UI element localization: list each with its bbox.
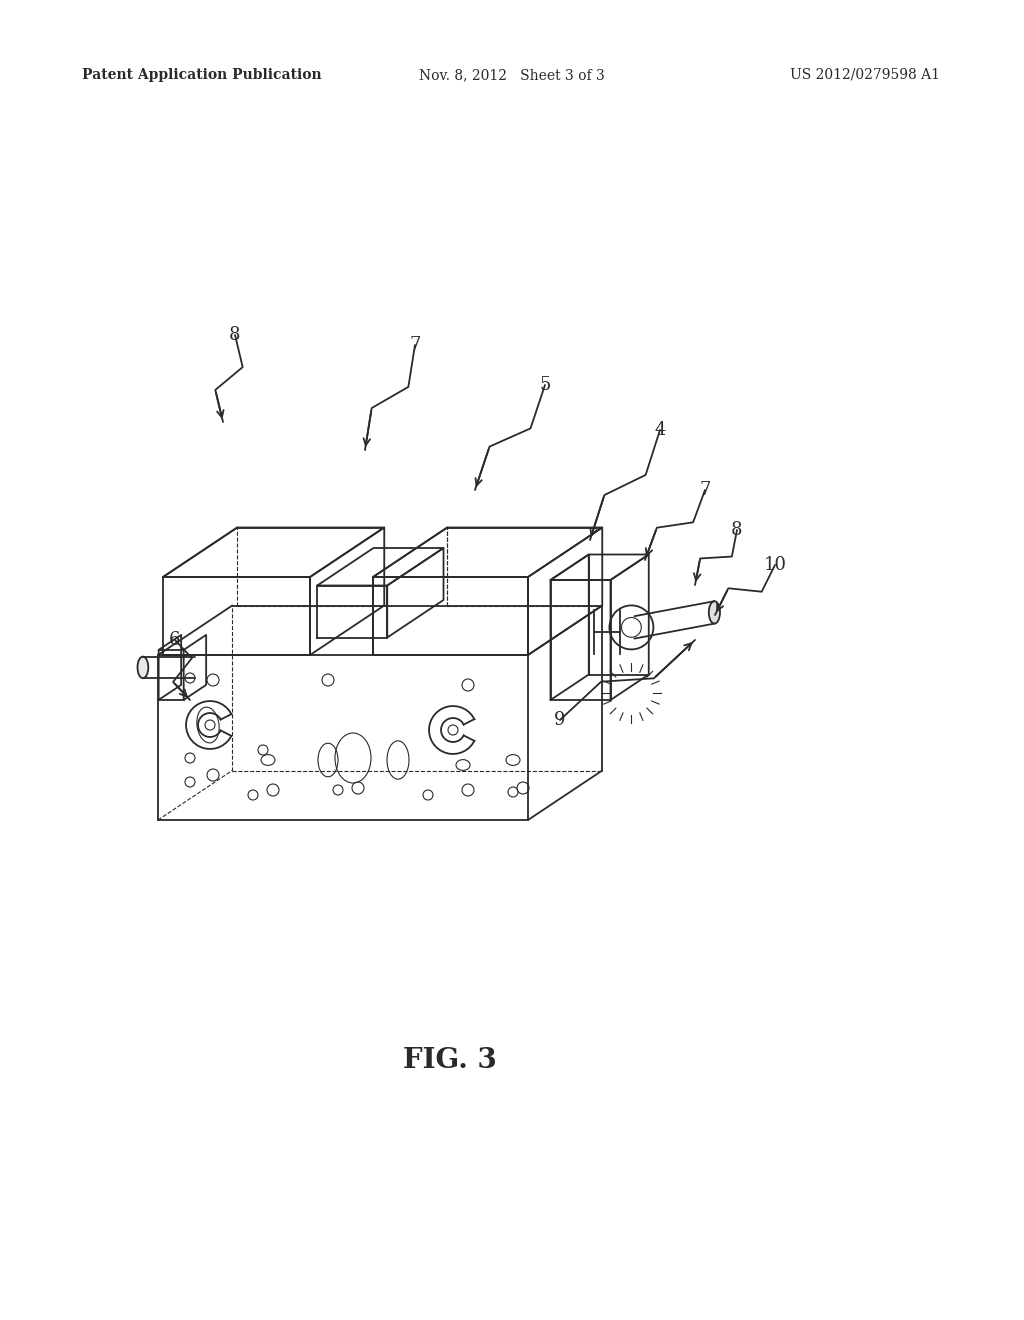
Ellipse shape — [709, 601, 720, 623]
Text: Nov. 8, 2012   Sheet 3 of 3: Nov. 8, 2012 Sheet 3 of 3 — [419, 69, 605, 82]
Text: 4: 4 — [654, 421, 666, 440]
Text: 5: 5 — [540, 376, 551, 393]
Text: 9: 9 — [554, 711, 565, 729]
Text: US 2012/0279598 A1: US 2012/0279598 A1 — [790, 69, 940, 82]
Text: 7: 7 — [410, 337, 421, 354]
Text: Patent Application Publication: Patent Application Publication — [82, 69, 322, 82]
Text: 10: 10 — [764, 556, 786, 574]
Text: 8: 8 — [229, 326, 241, 345]
Text: FIG. 3: FIG. 3 — [403, 1047, 497, 1073]
Text: 6: 6 — [169, 631, 181, 649]
Text: 7: 7 — [699, 480, 711, 499]
Ellipse shape — [137, 656, 148, 678]
Text: 8: 8 — [731, 521, 742, 539]
